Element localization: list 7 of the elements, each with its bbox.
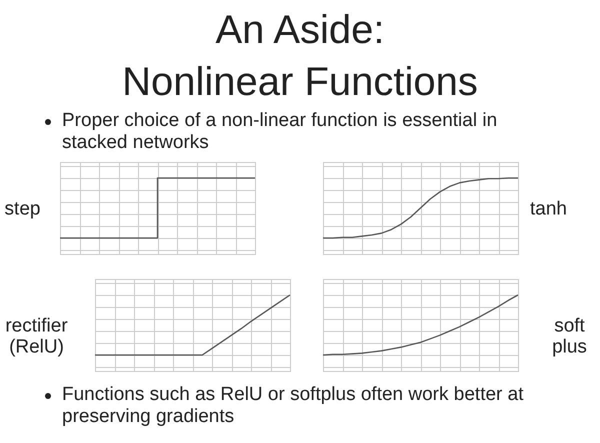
- text: Functions such as RelU or softplus often work better at preserving gradients: [62, 384, 524, 428]
- y-axis-title: soft plus: [552, 316, 587, 358]
- y-axis-title: rectifier (RelU): [5, 316, 68, 358]
- y-axis-title: step: [4, 198, 40, 220]
- text: Proper choice of a non-linear function is essential in stacked networks: [62, 110, 498, 154]
- y-axis-title: tanh: [530, 198, 567, 220]
- text: An Aside: Nonlinear Functions: [121, 7, 479, 106]
